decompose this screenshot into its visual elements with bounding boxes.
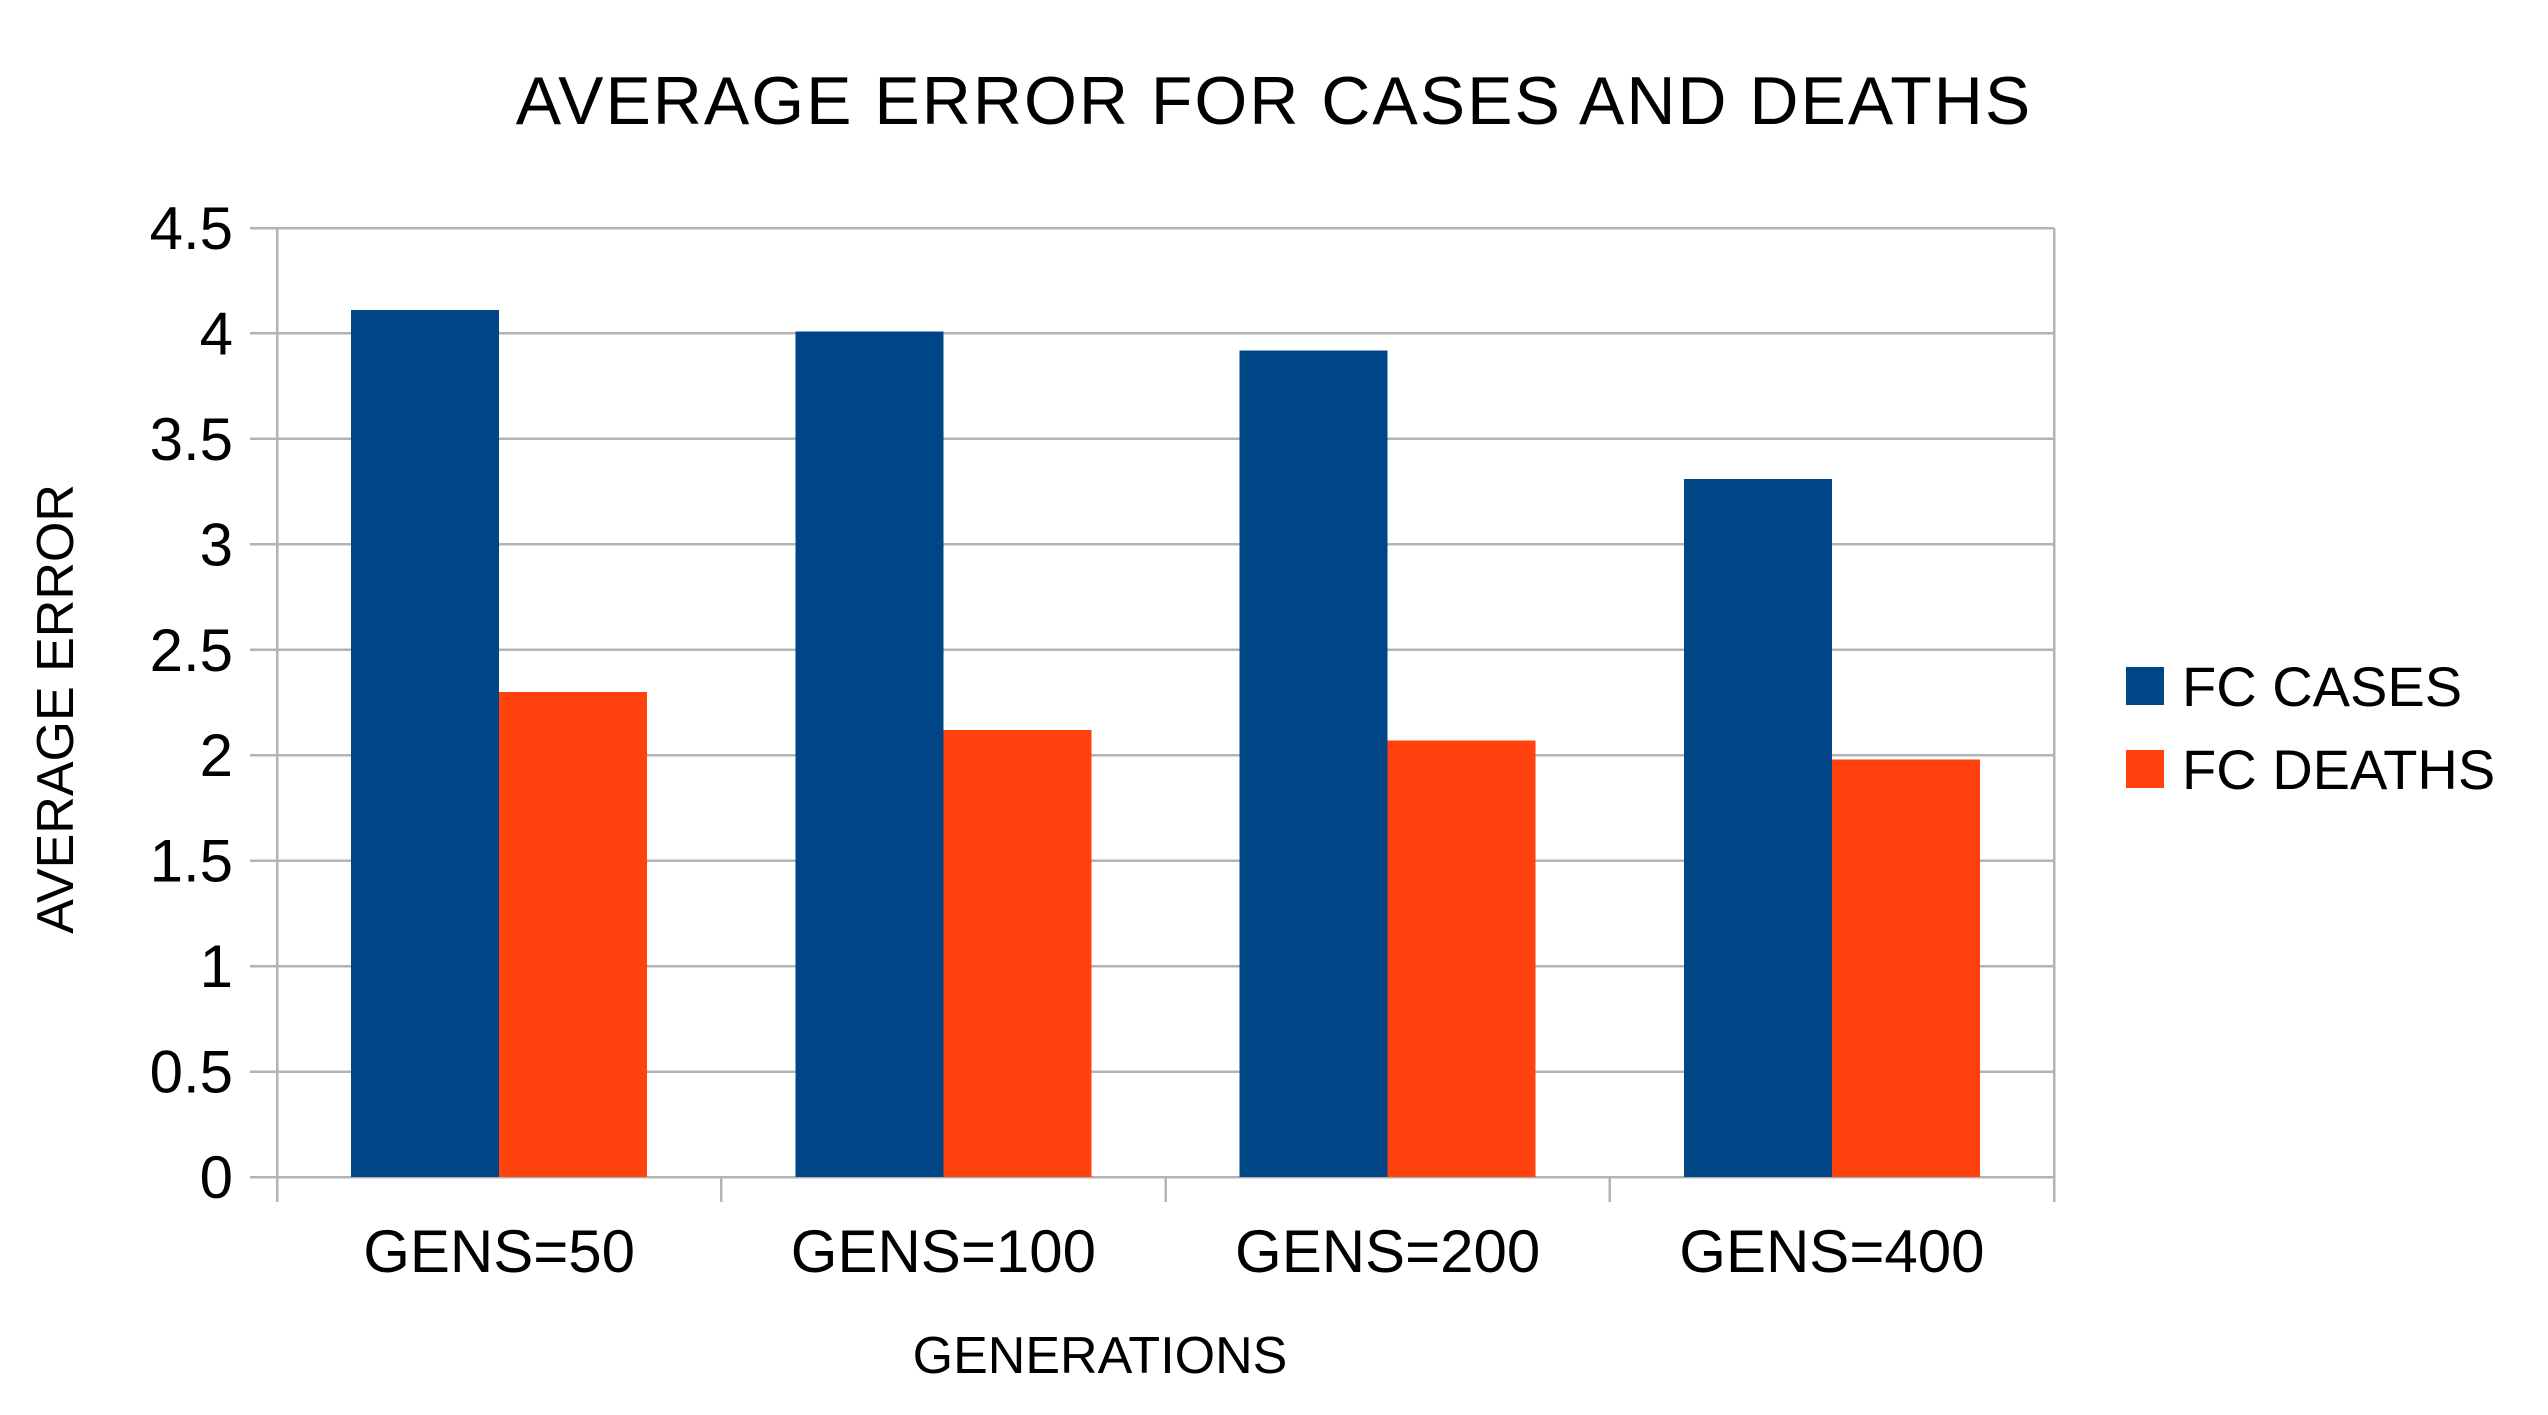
bar-fc-cases-gens-400: [1683, 478, 1832, 1177]
y-tick-label: 2: [200, 722, 233, 789]
legend-item: FC CASES: [2126, 655, 2495, 718]
bar-fc-cases-gens-100: [795, 331, 944, 1177]
legend-label: FC DEATHS: [2182, 737, 2496, 801]
bar-fc-deaths-gens-400: [1831, 759, 1980, 1177]
chart-title: AVERAGE ERROR FOR CASES AND DEATHS: [515, 63, 2033, 139]
legend-swatch-icon: [2126, 667, 2164, 705]
x-category-label: GENS=400: [1679, 1218, 1984, 1285]
bar-fc-deaths-gens-200: [1387, 740, 1536, 1177]
bar-fc-cases-gens-50: [351, 310, 500, 1177]
x-category-label: GENS=50: [363, 1218, 635, 1285]
y-tick-label: 3.5: [150, 406, 233, 473]
y-tick-label: 0: [200, 1144, 233, 1211]
y-tick-label: 1.5: [150, 828, 233, 895]
legend-label: FC CASES: [2182, 654, 2463, 718]
y-tick-label: 4.5: [150, 195, 233, 262]
legend-swatch-icon: [2126, 750, 2164, 788]
y-tick-label: 3: [200, 511, 233, 578]
legend: FC CASES FC DEATHS: [2126, 655, 2495, 832]
y-tick-label: 2.5: [150, 617, 233, 684]
y-tick-label: 1: [200, 933, 233, 1000]
x-axis-title: GENERATIONS: [912, 1327, 1288, 1385]
y-tick-label: 0.5: [150, 1039, 233, 1106]
x-category-label: GENS=200: [1235, 1218, 1540, 1285]
legend-item: FC DEATHS: [2126, 738, 2495, 801]
y-tick-label: 4: [200, 300, 233, 367]
bar-fc-deaths-gens-50: [499, 691, 648, 1177]
bar-fc-cases-gens-200: [1239, 350, 1388, 1177]
x-category-label: GENS=100: [791, 1218, 1096, 1285]
bar-fc-deaths-gens-100: [943, 729, 1092, 1177]
